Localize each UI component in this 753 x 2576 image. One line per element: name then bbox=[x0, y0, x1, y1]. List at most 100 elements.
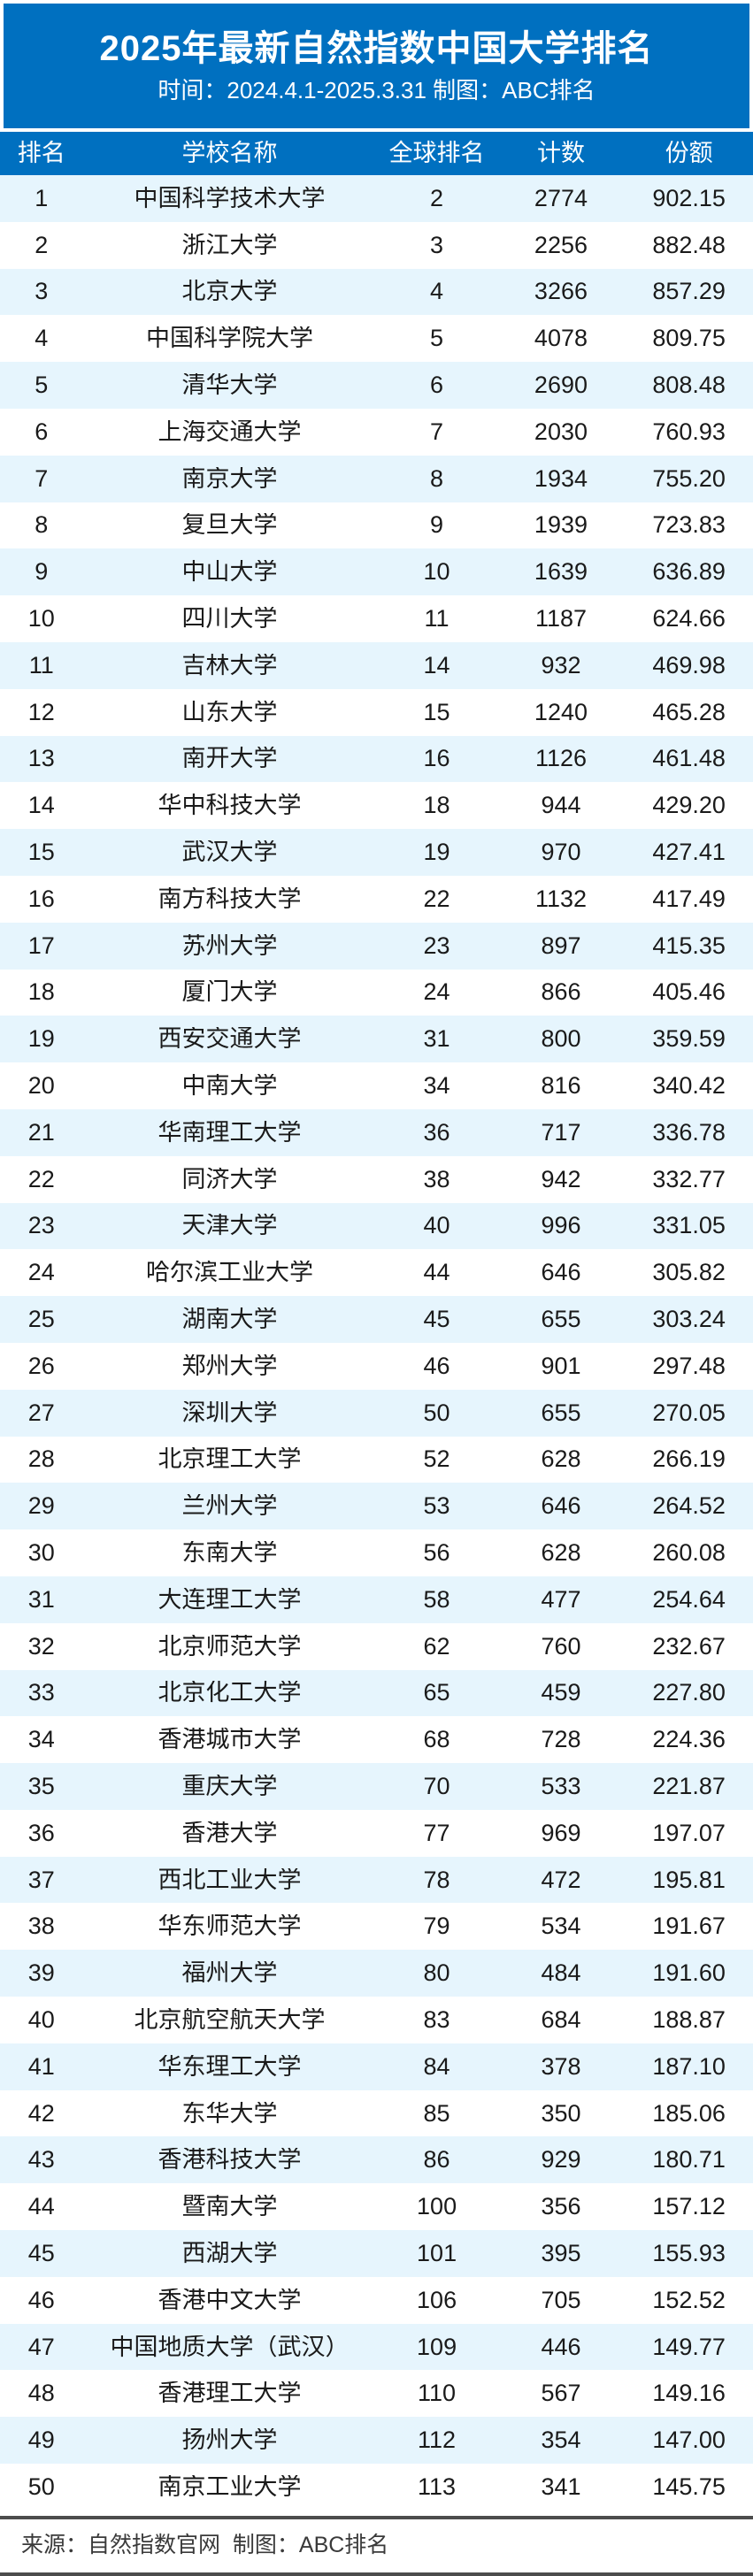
share-cell: 417.49 bbox=[652, 886, 726, 911]
rank-cell: 21 bbox=[27, 1120, 55, 1145]
university-name-cell: 中国地质大学（武汉） bbox=[110, 2334, 350, 2359]
global-rank-cell: 65 bbox=[423, 1681, 450, 1706]
global-rank-cell: 16 bbox=[423, 747, 450, 771]
table-row: 7 南京大学 8 1934 755.20 bbox=[0, 455, 753, 502]
table-row: 12 山东大学 15 1240 465.28 bbox=[0, 688, 753, 736]
share-cell: 254.64 bbox=[652, 1587, 726, 1612]
university-name-cell: 清华大学 bbox=[181, 373, 278, 398]
table-row: 16 南方科技大学 22 1132 417.49 bbox=[0, 875, 753, 923]
share-cell: 191.60 bbox=[652, 1961, 726, 1986]
global-rank-cell: 79 bbox=[423, 1914, 450, 1939]
table-row: 44 暨南大学 100 356 157.12 bbox=[0, 2183, 753, 2231]
count-cell: 3266 bbox=[534, 280, 588, 304]
university-name-cell: 郑州大学 bbox=[181, 1353, 278, 1378]
share-cell: 340.42 bbox=[652, 1074, 726, 1099]
global-rank-cell: 50 bbox=[423, 1400, 450, 1425]
university-name-cell: 大连理工大学 bbox=[158, 1587, 302, 1612]
university-name-cell: 中国科学技术大学 bbox=[134, 186, 326, 211]
share-cell: 809.75 bbox=[652, 326, 726, 351]
share-cell: 857.29 bbox=[652, 280, 726, 304]
university-name-cell: 南京大学 bbox=[181, 466, 278, 491]
rank-cell: 47 bbox=[27, 2334, 55, 2359]
rank-cell: 44 bbox=[27, 2195, 55, 2220]
share-cell: 331.05 bbox=[652, 1214, 726, 1238]
rank-cell: 28 bbox=[27, 1447, 55, 1472]
table-row: 28 北京理工大学 52 628 266.19 bbox=[0, 1436, 753, 1484]
table-row: 35 重庆大学 70 533 221.87 bbox=[0, 1763, 753, 1810]
rank-cell: 17 bbox=[27, 933, 55, 958]
share-cell: 155.93 bbox=[652, 2241, 726, 2266]
count-cell: 1934 bbox=[534, 466, 588, 491]
share-cell: 187.10 bbox=[652, 2054, 726, 2079]
count-cell: 446 bbox=[541, 2334, 581, 2359]
global-rank-cell: 14 bbox=[423, 653, 450, 678]
rank-cell: 49 bbox=[27, 2428, 55, 2453]
global-rank-cell: 34 bbox=[423, 1074, 450, 1099]
count-cell: 472 bbox=[541, 1867, 581, 1892]
count-cell: 760 bbox=[541, 1634, 581, 1659]
rank-cell: 23 bbox=[27, 1214, 55, 1238]
table-row: 45 西湖大学 101 395 155.93 bbox=[0, 2230, 753, 2277]
university-name-cell: 香港城市大学 bbox=[158, 1728, 302, 1752]
university-name-cell: 华南理工大学 bbox=[158, 1120, 302, 1145]
global-rank-cell: 22 bbox=[423, 886, 450, 911]
table-row: 15 武汉大学 19 970 427.41 bbox=[0, 829, 753, 876]
rank-cell: 40 bbox=[27, 2007, 55, 2032]
university-name-cell: 厦门大学 bbox=[181, 980, 278, 1005]
count-cell: 970 bbox=[541, 840, 581, 865]
global-rank-cell: 110 bbox=[418, 2381, 457, 2406]
table-row: 14 华中科技大学 18 944 429.20 bbox=[0, 782, 753, 830]
table-row: 38 华东师范大学 79 534 191.67 bbox=[0, 1903, 753, 1951]
table-header-row: 排名 学校名称 全球排名 计数 份额 bbox=[0, 132, 753, 175]
count-cell: 2690 bbox=[534, 373, 588, 398]
global-rank-cell: 113 bbox=[418, 2474, 457, 2499]
table-row: 4 中国科学院大学 5 4078 809.75 bbox=[0, 315, 753, 363]
rank-cell: 33 bbox=[27, 1681, 55, 1706]
global-rank-cell: 101 bbox=[417, 2241, 457, 2266]
rank-cell: 41 bbox=[27, 2054, 55, 2079]
rank-cell: 12 bbox=[27, 700, 55, 724]
university-name-cell: 东南大学 bbox=[181, 1541, 278, 1565]
share-cell: 195.81 bbox=[652, 1867, 726, 1892]
rank-cell: 18 bbox=[27, 980, 55, 1005]
table-row: 31 大连理工大学 58 477 254.64 bbox=[0, 1576, 753, 1623]
university-name-cell: 北京航空航天大学 bbox=[134, 2007, 326, 2032]
table-row: 30 东南大学 56 628 260.08 bbox=[0, 1530, 753, 1576]
rank-cell: 46 bbox=[27, 2288, 55, 2312]
rank-cell: 30 bbox=[27, 1541, 55, 1565]
table-row: 24 哈尔滨工业大学 44 646 305.82 bbox=[0, 1249, 753, 1297]
table-row: 18 厦门大学 24 866 405.46 bbox=[0, 969, 753, 1016]
share-cell: 636.89 bbox=[652, 560, 726, 585]
rank-cell: 1 bbox=[35, 186, 49, 211]
table-row: 48 香港理工大学 110 567 149.16 bbox=[0, 2370, 753, 2418]
count-cell: 1240 bbox=[534, 700, 588, 724]
share-cell: 191.67 bbox=[652, 1914, 726, 1939]
table-row: 43 香港科技大学 86 929 180.71 bbox=[0, 2136, 753, 2184]
count-cell: 2774 bbox=[534, 186, 588, 211]
university-name-cell: 扬州大学 bbox=[181, 2428, 278, 2453]
rank-cell: 37 bbox=[27, 1867, 55, 1892]
table-row: 41 华东理工大学 84 378 187.10 bbox=[0, 2043, 753, 2090]
rank-cell: 45 bbox=[27, 2241, 55, 2266]
university-name-cell: 复旦大学 bbox=[181, 513, 278, 538]
rank-cell: 27 bbox=[27, 1400, 55, 1425]
university-name-cell: 哈尔滨工业大学 bbox=[146, 1261, 314, 1285]
header-rank: 排名 bbox=[17, 140, 65, 166]
rank-cell: 13 bbox=[27, 747, 55, 771]
share-cell: 303.24 bbox=[652, 1307, 726, 1332]
table-row: 46 香港中文大学 106 705 152.52 bbox=[0, 2276, 753, 2324]
count-cell: 2030 bbox=[534, 419, 588, 444]
global-rank-cell: 62 bbox=[423, 1634, 450, 1659]
global-rank-cell: 70 bbox=[423, 1774, 450, 1798]
university-name-cell: 福州大学 bbox=[181, 1961, 278, 1986]
rank-cell: 25 bbox=[27, 1307, 55, 1332]
share-cell: 297.48 bbox=[652, 1353, 726, 1378]
count-cell: 2256 bbox=[534, 233, 588, 257]
global-rank-cell: 52 bbox=[423, 1447, 450, 1472]
global-rank-cell: 58 bbox=[423, 1587, 450, 1612]
university-name-cell: 北京大学 bbox=[181, 280, 278, 304]
rank-cell: 50 bbox=[27, 2474, 55, 2499]
global-rank-cell: 80 bbox=[423, 1961, 450, 1986]
source-note: 来源：自然指数官网 制图：ABC排名 bbox=[21, 2532, 389, 2557]
table-row: 40 北京航空航天大学 83 684 188.87 bbox=[0, 1997, 753, 2043]
